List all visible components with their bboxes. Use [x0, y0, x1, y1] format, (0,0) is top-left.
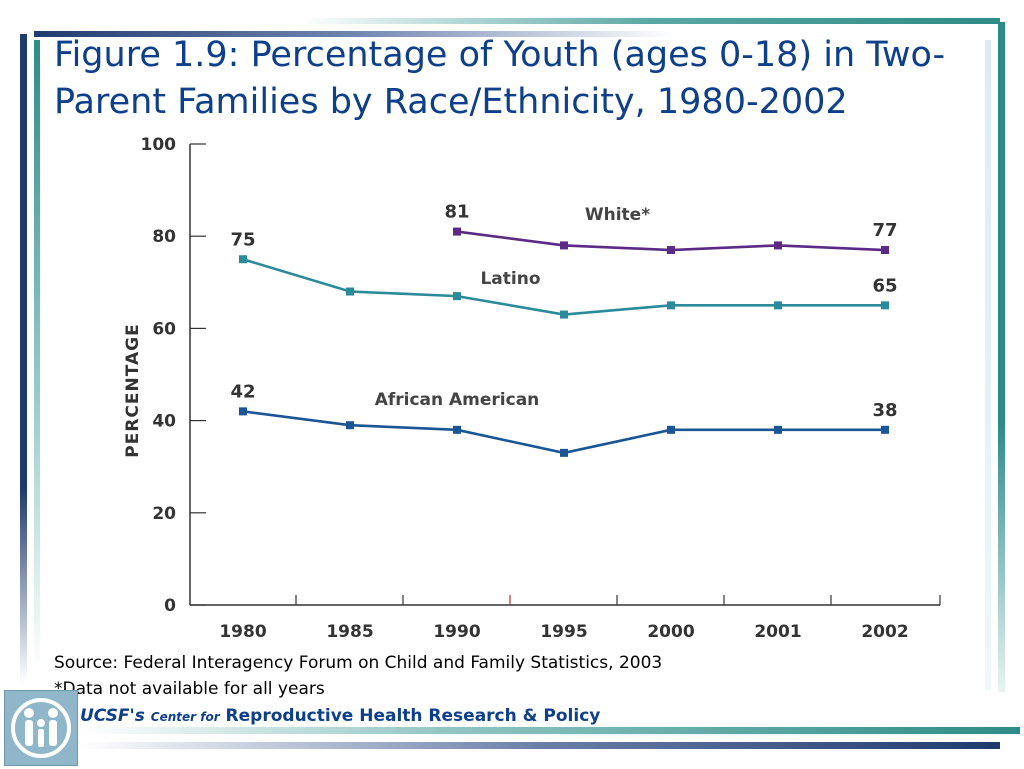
point-african-american-1995	[560, 448, 568, 457]
top-stripe-teal	[300, 18, 1000, 24]
point-latino-2001	[774, 301, 782, 310]
bottom-stripe-teal	[80, 727, 1020, 734]
slide-title: Figure 1.9: Percentage of Youth (ages 0-…	[54, 35, 946, 122]
series-label-white: White*	[585, 205, 650, 225]
series-label-african-american: African American	[375, 390, 540, 410]
data-availability-note: *Data not available for all years	[54, 679, 325, 699]
chart-axes	[189, 143, 941, 606]
x-tick-label-1995: 1995	[540, 622, 587, 642]
source-note: Source: Federal Interagency Forum on Chi…	[54, 653, 663, 673]
x-tick-label-2001: 2001	[754, 622, 801, 642]
footer-program: Reproductive Health Research & Policy	[225, 706, 601, 726]
series-line-latino	[242, 258, 885, 316]
x-tick-label-1990: 1990	[433, 622, 480, 642]
right-stripe-teal	[998, 22, 1005, 692]
point-latino-1980	[239, 255, 247, 264]
series-line-african-american	[242, 410, 885, 455]
footer-credit: UCSF's Center for Reproductive Health Re…	[80, 706, 600, 726]
y-tick-label-40: 40	[152, 412, 176, 432]
left-stripe-dark	[20, 34, 27, 684]
chart-notes: Source: Federal Interagency Forum on Chi…	[54, 650, 662, 702]
y-tick-label-100: 100	[141, 135, 177, 155]
y-axis-label: PERCENTAGE	[123, 323, 143, 457]
family-figures-icon	[4, 690, 78, 766]
y-tick-label-20: 20	[152, 504, 176, 524]
top-stripe-dark	[34, 31, 674, 37]
data-label-white-2002: 77	[872, 220, 897, 241]
point-latino-2002	[881, 301, 889, 310]
point-african-american-1985	[346, 421, 354, 430]
footer-center-for: Center for	[150, 710, 220, 724]
point-white-2002	[881, 246, 889, 255]
point-latino-1985	[346, 287, 354, 296]
left-stripe-teal	[34, 40, 40, 670]
point-latino-2000	[667, 301, 675, 310]
point-african-american-2000	[667, 425, 675, 434]
point-white-2001	[774, 241, 782, 250]
point-african-american-2002	[881, 425, 889, 434]
chart-labels: 0 20 40 60 80 100 1980 1985 1990 1995 2000 2001 2002…	[123, 135, 909, 642]
series-label-latino: Latino	[480, 269, 540, 289]
x-tick-label-2002: 2002	[861, 622, 908, 642]
footer-org: UCSF's	[80, 706, 145, 726]
x-tick-label-1985: 1985	[326, 622, 373, 642]
y-tick-label-0: 0	[164, 596, 176, 616]
point-african-american-2001	[774, 425, 782, 434]
y-tick-label-80: 80	[152, 227, 176, 247]
chart-marks	[239, 227, 889, 457]
point-white-1990	[453, 227, 461, 236]
x-tick-label-2000: 2000	[647, 622, 694, 642]
point-latino-1995	[560, 310, 568, 319]
right-stripe-light	[985, 40, 991, 690]
point-african-american-1980	[239, 407, 247, 416]
data-label-african-american-1980: 42	[230, 381, 255, 402]
data-label-african-american-2002: 38	[872, 400, 897, 421]
point-african-american-1990	[453, 425, 461, 434]
point-white-2000	[667, 246, 675, 255]
point-white-1995	[560, 241, 568, 250]
data-label-white-1990: 81	[444, 202, 469, 223]
data-label-latino-2002: 65	[872, 275, 897, 296]
y-tick-label-60: 60	[152, 319, 176, 339]
x-tick-label-1980: 1980	[219, 622, 266, 642]
chart-series-lines	[242, 230, 886, 455]
point-latino-1990	[453, 292, 461, 301]
line-chart: 0 20 40 60 80 100 1980 1985 1990 1995 2000 2001 2002…	[123, 135, 941, 642]
data-label-latino-1980: 75	[230, 229, 255, 250]
bottom-stripe-dark	[80, 742, 1000, 749]
